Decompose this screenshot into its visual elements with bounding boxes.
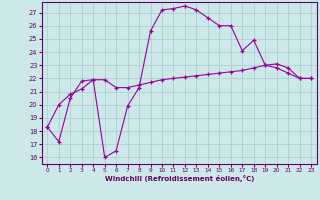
X-axis label: Windchill (Refroidissement éolien,°C): Windchill (Refroidissement éolien,°C) <box>105 175 254 182</box>
